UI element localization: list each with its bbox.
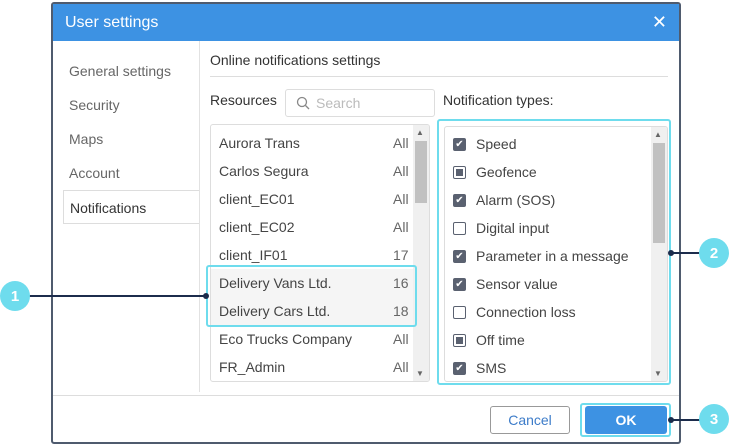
- resources-label: Resources: [210, 92, 277, 108]
- resource-count: 18: [393, 303, 409, 319]
- resource-name: Aurora Trans: [219, 135, 300, 151]
- search-icon: [296, 96, 310, 110]
- resource-name: Delivery Cars Ltd.: [219, 303, 331, 319]
- close-icon[interactable]: ✕: [651, 12, 667, 32]
- resource-name: Carlos Segura: [219, 163, 309, 179]
- resource-count: All: [393, 191, 409, 207]
- notification-type-label: Connection loss: [476, 304, 576, 320]
- checkbox[interactable]: ✔: [453, 277, 466, 291]
- checkbox[interactable]: ✔: [453, 193, 466, 207]
- resource-name: FR_Admin: [219, 359, 286, 375]
- resource-count: All: [393, 219, 409, 235]
- resource-row[interactable]: Delivery Vans Ltd. 16: [211, 269, 429, 297]
- callout-1: 1: [0, 281, 30, 311]
- resource-count: All: [393, 135, 409, 151]
- divider: [199, 41, 200, 392]
- resources-list: Aurora Trans All Carlos Segura All client_EC…: [210, 124, 430, 382]
- checkbox[interactable]: [453, 305, 466, 319]
- resource-row[interactable]: Carlos Segura All: [211, 157, 429, 185]
- sidebar-item-account[interactable]: Account: [69, 165, 120, 181]
- resource-count: All: [393, 359, 409, 375]
- notification-type-item[interactable]: ✔ Sensor value: [445, 270, 667, 298]
- notification-type-label: Off time: [476, 332, 525, 348]
- callout-line: [671, 419, 701, 421]
- user-settings-dialog: User settings ✕ General settings Security…: [51, 2, 681, 444]
- notification-type-item[interactable]: Geofence: [445, 158, 667, 186]
- notification-type-label: Speed: [476, 136, 517, 152]
- sidebar-item-security[interactable]: Security: [69, 97, 120, 113]
- notification-type-item[interactable]: Digital input: [445, 214, 667, 242]
- cancel-button[interactable]: Cancel: [490, 406, 570, 434]
- notification-type-item[interactable]: ✔ Alarm (SOS): [445, 186, 667, 214]
- callout-3: 3: [699, 404, 729, 434]
- resource-name: client_IF01: [219, 247, 288, 263]
- footer-divider: [53, 395, 679, 396]
- resource-row[interactable]: Eco Trucks Company All: [211, 325, 429, 353]
- notification-type-item[interactable]: Connection loss: [445, 298, 667, 326]
- resource-row[interactable]: FR_Admin All: [211, 353, 429, 381]
- sidebar-item-notifications[interactable]: Notifications: [63, 190, 199, 224]
- resource-row[interactable]: Delivery Cars Ltd. 18: [211, 297, 429, 325]
- scrollbar[interactable]: ▲ ▼: [651, 127, 667, 381]
- resource-name: Eco Trucks Company: [219, 331, 353, 347]
- callout-line: [28, 295, 206, 297]
- callout-dot: [668, 250, 674, 256]
- search-input[interactable]: Search: [285, 89, 435, 117]
- resource-count: 17: [393, 247, 409, 263]
- notification-type-item[interactable]: ✔ SMS: [445, 354, 667, 381]
- sidebar-item-maps[interactable]: Maps: [69, 131, 104, 147]
- resource-row[interactable]: client_IF01 17: [211, 241, 429, 269]
- scrollbar[interactable]: ▲ ▼: [413, 125, 429, 381]
- resource-name: Delivery Vans Ltd.: [219, 275, 332, 291]
- highlight-types: [437, 119, 671, 385]
- notification-type-item[interactable]: Off time: [445, 326, 667, 354]
- notification-type-label: Sensor value: [476, 276, 558, 292]
- highlight-ok: [580, 403, 671, 437]
- highlight-resources: [206, 265, 417, 327]
- checkbox[interactable]: [453, 333, 466, 347]
- checkbox[interactable]: [453, 165, 466, 179]
- resource-count: All: [393, 331, 409, 347]
- callout-dot: [668, 417, 674, 423]
- resource-count: All: [393, 163, 409, 179]
- sidebar-item-general-settings[interactable]: General settings: [69, 63, 171, 79]
- search-placeholder: Search: [316, 95, 361, 111]
- checkbox[interactable]: ✔: [453, 361, 466, 375]
- notification-type-label: Digital input: [476, 220, 550, 236]
- callout-2: 2: [699, 238, 729, 268]
- dialog-header: User settings ✕: [53, 4, 679, 41]
- dialog-title: User settings: [65, 13, 159, 31]
- ok-button[interactable]: OK: [585, 406, 667, 434]
- resource-name: client_EC01: [219, 191, 295, 207]
- resource-row[interactable]: Aurora Trans All: [211, 129, 429, 157]
- notification-type-label: Alarm (SOS): [476, 192, 556, 208]
- callout-line: [671, 252, 701, 254]
- notification-type-label: SMS: [476, 360, 507, 376]
- resource-row[interactable]: client_EC01 All: [211, 185, 429, 213]
- section-title: Online notifications settings: [210, 52, 668, 77]
- resource-row[interactable]: client_EC02 All: [211, 213, 429, 241]
- checkbox[interactable]: [453, 221, 466, 235]
- checkbox[interactable]: ✔: [453, 249, 466, 263]
- callout-dot: [203, 293, 209, 299]
- notification-type-label: Geofence: [476, 164, 537, 180]
- notification-types-label: Notification types:: [443, 92, 554, 108]
- sidebar: General settings Security Maps Account Notif…: [63, 54, 199, 224]
- notification-types-list: ✔ Speed Geofence ✔ Alarm (SOS) Digital input ✔…: [444, 126, 668, 382]
- notification-type-item[interactable]: ✔ Speed: [445, 130, 667, 158]
- notification-type-item[interactable]: ✔ Parameter in a message: [445, 242, 667, 270]
- resource-name: client_EC02: [219, 219, 295, 235]
- notification-type-label: Parameter in a message: [476, 248, 629, 264]
- checkbox[interactable]: ✔: [453, 137, 466, 151]
- resource-count: 16: [393, 275, 409, 291]
